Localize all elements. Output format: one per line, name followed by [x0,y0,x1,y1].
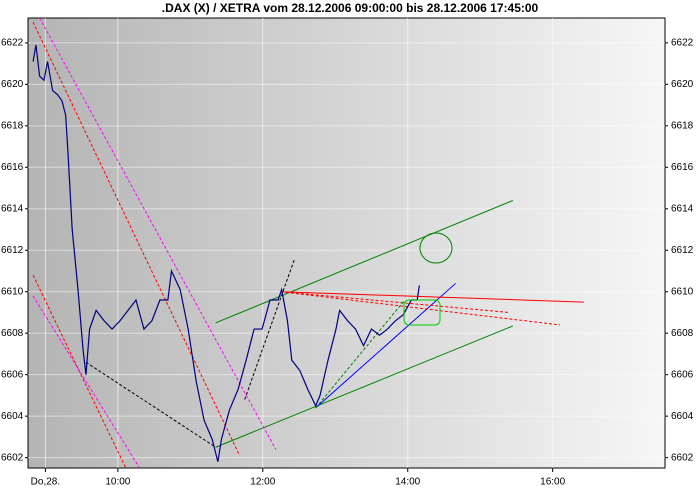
trend-line [32,295,141,468]
chart-title: .DAX (X) / XETRA vom 28.12.2006 09:00:00… [162,1,539,15]
y-tick-label: 6612 [1,245,24,256]
y-tick-label: 6616 [1,162,24,173]
annotation-circle [419,232,453,264]
trend-line [280,291,510,313]
y-tick-label: 6616 [671,162,694,173]
y-tick-label: 6622 [1,38,24,49]
trend-line [32,21,241,456]
x-tick-label: Do,28. [31,477,60,488]
trend-line [280,291,584,303]
trend-line [215,200,514,324]
y-tick-label: 6610 [1,286,24,297]
price-line [32,44,420,462]
y-tick-label: 6602 [1,452,24,463]
trend-line [32,274,127,468]
y-tick-label: 6620 [1,79,24,90]
y-tick-label: 6608 [1,328,24,339]
trend-line [315,283,456,409]
trend-line [315,299,406,409]
trend-line [39,18,277,450]
plot-area [27,17,666,469]
y-tick-label: 6612 [671,245,694,256]
y-tick-label: 6610 [671,286,694,297]
y-tick-label: 6618 [1,120,24,131]
x-tick-label: 16:00 [540,477,565,488]
y-tick-label: 6604 [671,411,694,422]
y-tick-label: 6614 [671,203,694,214]
y-tick-label: 6618 [671,120,694,131]
x-tick-label: 12:00 [250,477,275,488]
x-tick-label: 10:00 [105,477,130,488]
y-tick-label: 6602 [671,452,694,463]
trend-line [85,361,216,448]
y-tick-label: 6604 [1,411,24,422]
annotation-box [403,299,441,326]
grid-layer [28,18,665,468]
y-tick-label: 6606 [671,369,694,380]
y-tick-label: 6614 [1,203,24,214]
y-tick-label: 6606 [1,369,24,380]
y-tick-label: 6622 [671,38,694,49]
trend-line [280,291,560,326]
y-tick-label: 6620 [671,79,694,90]
trend-line [215,325,514,448]
x-tick-label: 14:00 [395,477,420,488]
marks-layer [32,18,584,468]
y-tick-label: 6608 [671,328,694,339]
